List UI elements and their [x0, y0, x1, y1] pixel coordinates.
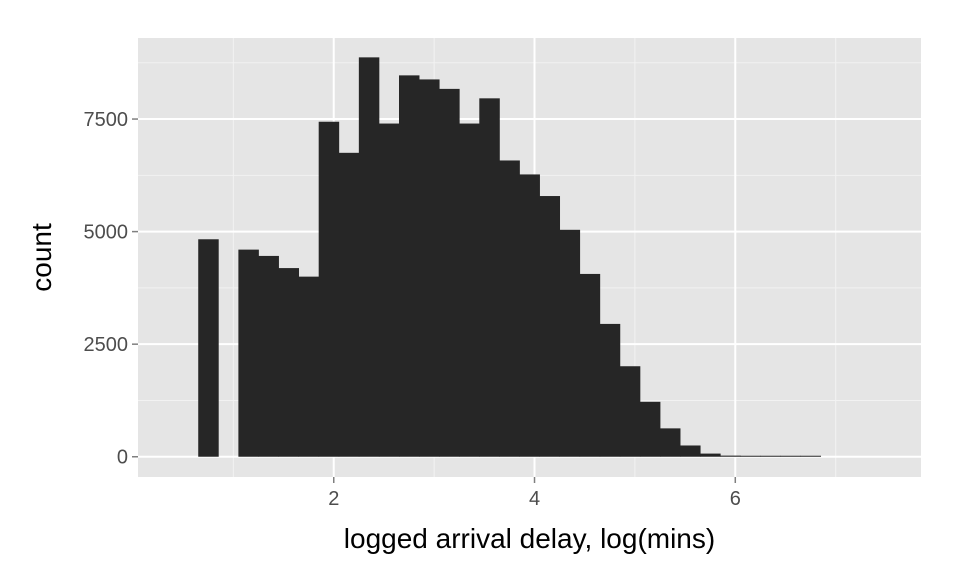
- y-tick-label: 0: [117, 447, 128, 469]
- histogram-bar: [298, 276, 320, 457]
- histogram-bar: [700, 453, 721, 457]
- histogram-bars: [198, 57, 822, 457]
- histogram-bar: [198, 239, 219, 457]
- histogram-bar: [740, 455, 761, 457]
- histogram-bar: [639, 401, 661, 457]
- histogram-bar: [419, 79, 440, 457]
- x-axis-title: logged arrival delay, log(mins): [344, 523, 715, 554]
- y-tick-label: 7500: [84, 109, 129, 131]
- histogram-bar: [519, 174, 540, 457]
- histogram-bar: [559, 229, 581, 457]
- histogram-bar: [399, 75, 420, 457]
- histogram-bar: [539, 196, 561, 457]
- histogram-bar: [338, 152, 360, 457]
- histogram-bar: [680, 445, 701, 457]
- histogram-bar: [780, 455, 801, 457]
- histogram-bar: [619, 366, 641, 457]
- x-tick-label: 6: [730, 488, 741, 510]
- x-tick-label: 4: [529, 488, 540, 510]
- histogram-bar: [479, 98, 500, 457]
- x-tick-label: 2: [328, 488, 339, 510]
- histogram-bar: [318, 121, 340, 457]
- y-axis-title: count: [26, 223, 57, 292]
- histogram-bar: [760, 455, 781, 457]
- histogram-bar: [258, 255, 279, 457]
- histogram-bar: [599, 323, 621, 457]
- histogram-bar: [439, 88, 460, 457]
- histogram-bar: [358, 57, 380, 457]
- histogram-bar: [720, 455, 741, 457]
- y-tick-label: 5000: [84, 222, 129, 244]
- y-axis: 0 2500 5000 7500: [84, 109, 138, 469]
- histogram-bar: [459, 123, 480, 457]
- histogram-bar: [499, 160, 520, 457]
- histogram-bar: [378, 123, 400, 457]
- histogram-bar: [579, 273, 601, 457]
- histogram-bar: [800, 455, 822, 457]
- histogram-bar: [278, 268, 300, 457]
- histogram-bar: [238, 249, 259, 457]
- y-tick-label: 2500: [84, 334, 129, 356]
- x-axis: 2 4 6: [328, 477, 741, 510]
- histogram-bar: [660, 428, 681, 457]
